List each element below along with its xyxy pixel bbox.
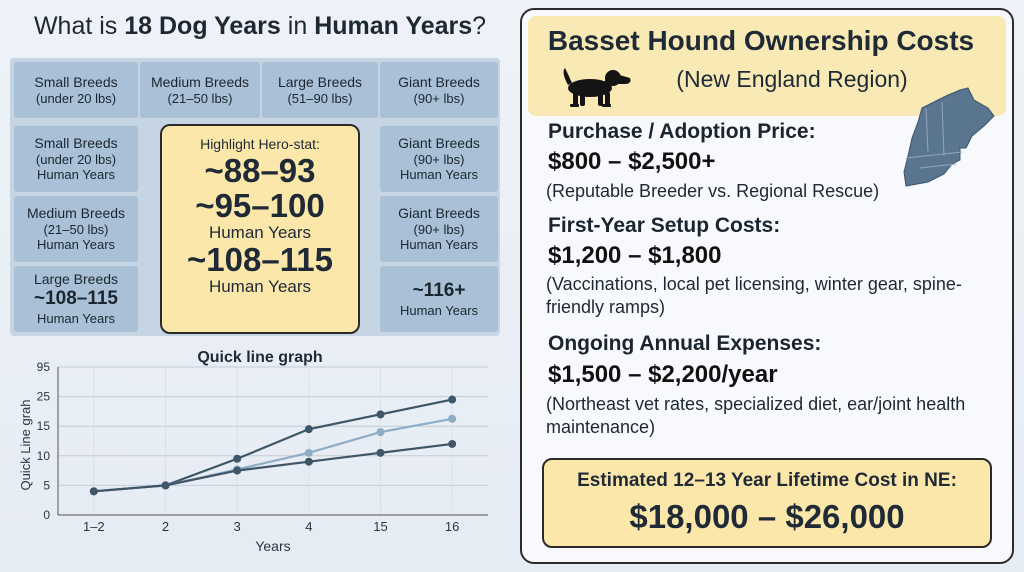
hero-label: Highlight Hero-stat:	[200, 136, 320, 152]
section-setup-detail: (Vaccinations, local pet licensing, wint…	[546, 274, 962, 317]
cell-name: Large Breeds	[33, 271, 119, 288]
right-cell-giant-3: ~116+ Human Years	[380, 266, 498, 332]
panel-subtitle: (New England Region)	[676, 66, 908, 92]
chart-title: Quick line graph	[197, 349, 323, 366]
cell-unit: Human Years	[36, 237, 116, 253]
header-cell-giant: Giant Breeds (90+ lbs)	[380, 62, 498, 118]
series-line-2	[93, 442, 453, 493]
section-purchase-heading: Purchase / Adoption Price:	[548, 120, 816, 143]
lifetime-cost-value: $18,000 – $26,000	[629, 498, 905, 535]
series-line-0	[93, 398, 453, 493]
cell-sub: (90+ lbs)	[413, 221, 465, 237]
section-annual-value: $1,500 – $2,200/year	[548, 361, 778, 388]
cell-value: ~116+	[412, 279, 466, 301]
x-tick-label: 1–2	[83, 519, 105, 534]
header-cell-medium: Medium Breeds (21–50 lbs)	[140, 62, 260, 118]
right-cell-giant-1: Giant Breeds (90+ lbs) Human Years	[380, 126, 498, 192]
data-point	[304, 425, 313, 434]
data-point	[89, 487, 98, 496]
y-tick-label: 15	[37, 419, 51, 433]
left-cell-medium: Medium Breeds (21–50 lbs) Human Years	[14, 196, 138, 262]
data-point	[161, 481, 170, 490]
cell-sub: (90+ lbs)	[413, 90, 465, 106]
cell-name: Medium Breeds	[26, 205, 126, 221]
hero-unit-2: Human Years	[208, 223, 312, 243]
hero-value-1: ~88–93	[204, 152, 316, 189]
y-tick-label: 25	[37, 390, 51, 404]
lifetime-cost-box: Estimated 12–13 Year Lifetime Cost in NE…	[542, 458, 992, 548]
basset-hound-icon	[563, 68, 631, 107]
data-point	[233, 454, 242, 463]
cell-sub: (51–90 lbs)	[287, 90, 353, 106]
line-chart: 0 5 10 15 25 95 1–2 2 3 4 15 16 Years Quick Line grah	[18, 360, 488, 554]
cell-name: Medium Breeds	[150, 73, 250, 90]
cell-name: Giant Breeds	[398, 73, 480, 90]
section-annual-detail: (Northeast vet rates, specialized diet, …	[546, 394, 966, 437]
new-england-map-icon	[903, 87, 995, 187]
x-tick-label: 15	[373, 519, 387, 534]
data-point	[448, 395, 457, 404]
page-title: What is 18 Dog Years in Human Years?	[33, 12, 487, 40]
cell-unit: Human Years	[399, 302, 479, 318]
cell-sub: (under 20 lbs)	[35, 151, 117, 167]
panel-title: Basset Hound Ownership Costs	[547, 25, 975, 56]
left-cell-small: Small Breeds (under 20 lbs) Human Years	[14, 126, 138, 192]
x-tick-label: 4	[305, 519, 312, 534]
y-tick-label: 0	[43, 508, 50, 522]
x-tick-label: 2	[162, 519, 169, 534]
cell-name: Small Breeds	[34, 73, 118, 90]
data-point	[376, 448, 385, 457]
data-point	[233, 466, 242, 475]
data-point	[304, 457, 313, 466]
cell-unit: Human Years	[36, 311, 116, 326]
header-cell-small: Small Breeds (under 20 lbs)	[14, 62, 138, 118]
right-cell-giant-2: Giant Breeds (90+ lbs) Human Years	[380, 196, 498, 262]
section-purchase-detail: (Reputable Breeder vs. Regional Rescue)	[546, 181, 880, 201]
cell-name: Small Breeds	[34, 135, 118, 151]
hero-stat-box: Highlight Hero-stat: ~88–93 ~95–100 Huma…	[160, 124, 360, 334]
x-axis-label: Years	[255, 538, 290, 554]
data-point	[304, 448, 313, 457]
hero-unit-3: Human Years	[208, 277, 312, 297]
y-axis-label: Quick Line grah	[18, 399, 33, 490]
section-setup-heading: First-Year Setup Costs:	[548, 214, 781, 237]
data-point	[376, 428, 385, 437]
y-tick-label: 95	[37, 360, 51, 374]
header-cell-large: Large Breeds (51–90 lbs)	[262, 62, 378, 118]
cell-unit: Human Years	[399, 237, 479, 253]
series-line-1	[93, 417, 453, 493]
y-tick-label: 10	[37, 449, 51, 463]
data-point	[448, 414, 457, 423]
cell-sub: (21–50 lbs)	[167, 90, 233, 106]
hero-value-3: ~108–115	[187, 240, 333, 278]
cell-sub: (under 20 lbs)	[35, 90, 117, 106]
cell-sub: (21–50 lbs)	[43, 221, 109, 237]
section-setup-value: $1,200 – $1,800	[548, 242, 722, 269]
x-tick-label: 16	[445, 519, 459, 534]
lifetime-cost-label: Estimated 12–13 Year Lifetime Cost in NE…	[577, 470, 957, 491]
cell-value: ~108–115	[33, 288, 118, 310]
left-cell-large: Large Breeds ~108–115 Human Years	[14, 266, 138, 332]
cell-name: Giant Breeds	[398, 135, 480, 151]
cell-unit: Human Years	[36, 167, 116, 183]
data-point	[448, 439, 457, 448]
data-point	[376, 410, 385, 419]
cell-unit: Human Years	[399, 167, 479, 183]
section-purchase-value: $800 – $2,500+	[548, 148, 716, 175]
x-tick-label: 3	[234, 519, 241, 534]
section-annual-heading: Ongoing Annual Expenses:	[548, 332, 822, 355]
y-tick-label: 5	[43, 478, 50, 492]
cell-sub: (90+ lbs)	[413, 151, 465, 167]
cell-name: Giant Breeds	[398, 205, 480, 221]
cell-name: Large Breeds	[277, 73, 363, 90]
cost-panel: Basset Hound Ownership Costs (New Englan…	[520, 8, 1014, 564]
hero-value-2: ~95–100	[195, 186, 325, 224]
